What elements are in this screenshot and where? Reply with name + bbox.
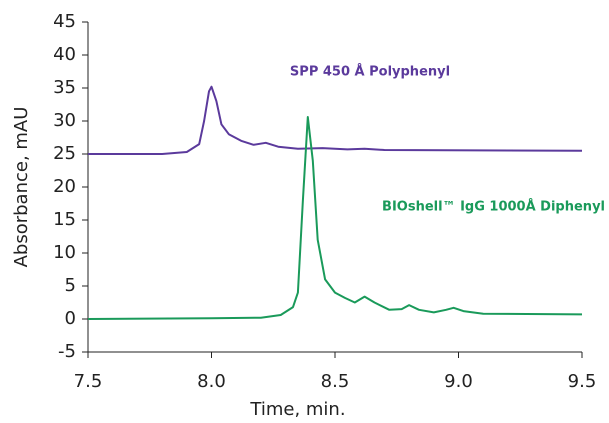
x-tick-label: 9.5 — [568, 371, 597, 392]
x-tick-label: 8.0 — [197, 371, 226, 392]
x-tick-label: 7.5 — [74, 371, 103, 392]
x-axis-title: Time, min. — [249, 399, 345, 420]
y-tick-label: 35 — [53, 77, 76, 98]
y-tick-label: 5 — [65, 275, 76, 296]
y-tick-label: 40 — [53, 44, 76, 65]
series-label: SPP 450 Å Polyphenyl — [290, 64, 450, 80]
y-axis-title: Absorbance, mAU — [11, 107, 32, 268]
y-tick-label: -5 — [58, 341, 76, 362]
y-tick-label: 0 — [65, 308, 76, 329]
y-tick-label: 15 — [53, 209, 76, 230]
x-tick-label: 9.0 — [444, 371, 473, 392]
y-tick-label: 30 — [53, 110, 76, 131]
y-tick-label: 10 — [53, 242, 76, 263]
y-tick-label: 25 — [53, 143, 76, 164]
y-tick-label: 20 — [53, 176, 76, 197]
series-line — [88, 85, 583, 155]
x-tick-label: 8.5 — [321, 371, 350, 392]
series-line — [87, 116, 583, 320]
series-label: BIOshell™ IgG 1000Å Diphenyl — [382, 199, 605, 215]
y-tick-label: 45 — [53, 11, 76, 32]
